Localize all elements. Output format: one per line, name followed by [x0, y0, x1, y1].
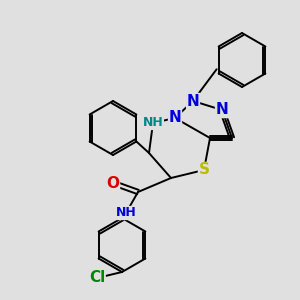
Text: S: S — [199, 163, 209, 178]
Text: NH: NH — [142, 116, 164, 130]
Text: N: N — [169, 110, 182, 125]
Text: O: O — [106, 176, 119, 190]
Text: N: N — [187, 94, 200, 109]
Text: Cl: Cl — [89, 271, 105, 286]
Text: NH: NH — [116, 206, 136, 220]
Text: N: N — [216, 103, 228, 118]
